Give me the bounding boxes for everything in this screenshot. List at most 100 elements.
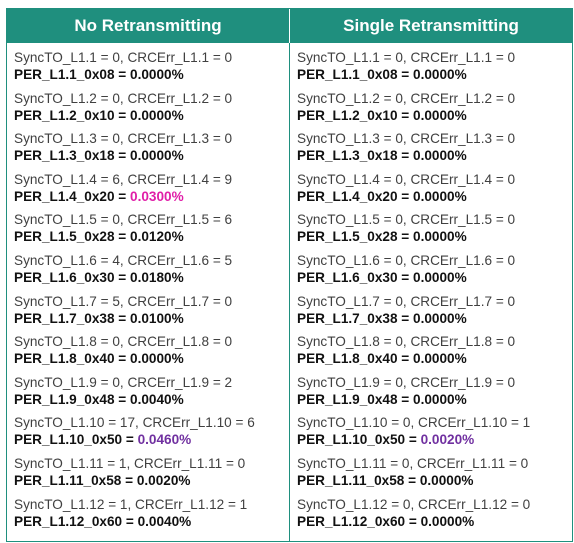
per-value: 0.0000% bbox=[413, 391, 467, 407]
per-line: PER_L1.2_0x10 = 0.0000% bbox=[14, 107, 289, 124]
list-item: SyncTO_L1.2 = 0, CRCErr_L1.2 = 0 PER_L1.2… bbox=[290, 90, 572, 131]
per-line: PER_L1.7_0x38 = 0.0100% bbox=[14, 310, 289, 327]
per-value: 0.0000% bbox=[413, 351, 467, 367]
header-no-retransmitting: No Retransmitting bbox=[7, 9, 290, 43]
list-item: SyncTO_L1.1 = 0, CRCErr_L1.1 = 0 PER_L1.1… bbox=[290, 49, 572, 90]
per-line: PER_L1.12_0x60 = 0.0000% bbox=[297, 513, 572, 530]
sync-crc-text: SyncTO_L1.1 = 0, CRCErr_L1.1 = 0 bbox=[14, 50, 233, 65]
per-line: PER_L1.3_0x18 = 0.0000% bbox=[14, 147, 289, 164]
sync-crc-text: SyncTO_L1.10 = 17, CRCErr_L1.10 = 6 bbox=[14, 415, 255, 431]
list-item: SyncTO_L1.4 = 0, CRCErr_L1.4 = 0 PER_L1.4… bbox=[290, 171, 572, 212]
per-line: PER_L1.8_0x40 = 0.0000% bbox=[297, 350, 572, 367]
list-item: SyncTO_L1.7 = 0, CRCErr_L1.7 = 0 PER_L1.7… bbox=[290, 293, 572, 334]
per-value: 0.0040% bbox=[137, 513, 192, 529]
per-value: 0.0000% bbox=[130, 107, 184, 123]
list-item: SyncTO_L1.6 = 0, CRCErr_L1.6 = 0 PER_L1.6… bbox=[290, 252, 572, 293]
list-item: SyncTO_L1.6 = 4, CRCErr_L1.6 = 5 PER_L1.6… bbox=[7, 252, 289, 293]
per-value: 0.0180% bbox=[130, 269, 184, 285]
list-item: SyncTO_L1.10 = 17, CRCErr_L1.10 = 6 PER_L… bbox=[7, 414, 289, 455]
per-line: PER_L1.4_0x20 = 0.0000% bbox=[297, 188, 572, 205]
per-label: PER_L1.1_0x08 = bbox=[14, 67, 131, 82]
per-value: 0.0000% bbox=[413, 269, 467, 285]
list-item: SyncTO_L1.8 = 0, CRCErr_L1.8 = 0 PER_L1.8… bbox=[290, 333, 572, 374]
per-label: PER_L1.2_0x10 = bbox=[297, 107, 414, 123]
sync-crc-text: SyncTO_L1.5 = 0, CRCErr_L1.5 = 6 bbox=[14, 212, 233, 228]
per-value: 0.0000% bbox=[413, 229, 467, 245]
per-line: PER_L1.6_0x30 = 0.0000% bbox=[297, 269, 572, 286]
per-value: 0.0100% bbox=[130, 310, 184, 326]
sync-crc-text: SyncTO_L1.1 = 0, CRCErr_L1.1 = 0 bbox=[297, 50, 516, 65]
per-line: PER_L1.12_0x60 = 0.0040% bbox=[14, 513, 289, 530]
per-line: PER_L1.4_0x20 = 0.0300% bbox=[14, 188, 289, 205]
per-line: PER_L1.10_0x50 = 0.0460% bbox=[14, 431, 289, 448]
per-label: PER_L1.9_0x48 = bbox=[297, 391, 414, 407]
sync-crc-text: SyncTO_L1.4 = 0, CRCErr_L1.4 = 0 bbox=[297, 171, 516, 187]
sync-crc-text: SyncTO_L1.6 = 4, CRCErr_L1.6 = 5 bbox=[14, 252, 233, 268]
list-item: SyncTO_L1.7 = 5, CRCErr_L1.7 = 0 PER_L1.7… bbox=[7, 293, 289, 334]
per-label: PER_L1.8_0x40 = bbox=[297, 351, 414, 367]
per-label: PER_L1.1_0x08 = bbox=[297, 67, 414, 82]
sync-crc-text: SyncTO_L1.6 = 0, CRCErr_L1.6 = 0 bbox=[297, 252, 516, 268]
per-value: 0.0120% bbox=[130, 229, 184, 245]
per-label: PER_L1.4_0x20 = bbox=[14, 188, 131, 204]
per-value: 0.0020% bbox=[420, 432, 475, 448]
per-value: 0.0000% bbox=[130, 351, 184, 367]
header-single-retransmitting: Single Retransmitting bbox=[343, 16, 519, 35]
list-item: SyncTO_L1.3 = 0, CRCErr_L1.3 = 0 PER_L1.3… bbox=[290, 130, 572, 171]
sync-crc-text: SyncTO_L1.4 = 6, CRCErr_L1.4 = 9 bbox=[14, 171, 233, 187]
per-value: 0.0000% bbox=[413, 67, 467, 82]
per-line: PER_L1.9_0x48 = 0.0040% bbox=[14, 391, 289, 408]
per-label: PER_L1.7_0x38 = bbox=[297, 310, 414, 326]
per-value: 0.0000% bbox=[419, 472, 474, 488]
sync-crc-text: SyncTO_L1.8 = 0, CRCErr_L1.8 = 0 bbox=[14, 334, 233, 350]
list-item: SyncTO_L1.10 = 0, CRCErr_L1.10 = 1 PER_L1… bbox=[290, 414, 572, 455]
per-label: PER_L1.12_0x60 = bbox=[14, 513, 138, 529]
list-item: SyncTO_L1.9 = 0, CRCErr_L1.9 = 2 PER_L1.9… bbox=[7, 374, 289, 415]
column-single-retransmitting: SyncTO_L1.1 = 0, CRCErr_L1.1 = 0 PER_L1.1… bbox=[290, 43, 572, 541]
sync-crc-text: SyncTO_L1.3 = 0, CRCErr_L1.3 = 0 bbox=[297, 131, 516, 147]
per-label: PER_L1.7_0x38 = bbox=[14, 310, 131, 326]
list-item: SyncTO_L1.11 = 1, CRCErr_L1.11 = 0 PER_L1… bbox=[7, 455, 289, 496]
sync-crc-text: SyncTO_L1.9 = 0, CRCErr_L1.9 = 0 bbox=[297, 374, 516, 390]
table-header: No Retransmitting Single Retransmitting bbox=[7, 9, 572, 43]
per-label: PER_L1.10_0x50 = bbox=[297, 432, 421, 448]
per-value: 0.0300% bbox=[130, 188, 184, 204]
per-line: PER_L1.9_0x48 = 0.0000% bbox=[297, 391, 572, 408]
per-line: PER_L1.6_0x30 = 0.0180% bbox=[14, 269, 289, 286]
list-item: SyncTO_L1.5 = 0, CRCErr_L1.5 = 6 PER_L1.5… bbox=[7, 211, 289, 252]
list-item: SyncTO_L1.2 = 0, CRCErr_L1.2 = 0 PER_L1.2… bbox=[7, 90, 289, 131]
sync-crc-text: SyncTO_L1.10 = 0, CRCErr_L1.10 = 1 bbox=[297, 415, 531, 431]
per-value: 0.0460% bbox=[137, 432, 192, 448]
sync-crc-text: SyncTO_L1.2 = 0, CRCErr_L1.2 = 0 bbox=[14, 90, 233, 106]
per-label: PER_L1.11_0x58 = bbox=[14, 472, 137, 488]
per-label: PER_L1.6_0x30 = bbox=[297, 269, 414, 285]
per-line: PER_L1.11_0x58 = 0.0020% bbox=[14, 472, 289, 489]
list-item: SyncTO_L1.1 = 0, CRCErr_L1.1 = 0 PER_L1.1… bbox=[7, 49, 289, 90]
per-value: 0.0000% bbox=[130, 148, 184, 164]
list-item: SyncTO_L1.9 = 0, CRCErr_L1.9 = 0 PER_L1.9… bbox=[290, 374, 572, 415]
list-item: SyncTO_L1.12 = 0, CRCErr_L1.12 = 0 PER_L1… bbox=[290, 496, 572, 537]
column-no-retransmitting: SyncTO_L1.1 = 0, CRCErr_L1.1 = 0 PER_L1.1… bbox=[7, 43, 290, 541]
per-label: PER_L1.6_0x30 = bbox=[14, 269, 131, 285]
per-value: 0.0000% bbox=[413, 188, 467, 204]
per-label: PER_L1.3_0x18 = bbox=[297, 148, 414, 164]
per-label: PER_L1.4_0x20 = bbox=[297, 188, 414, 204]
sync-crc-text: SyncTO_L1.5 = 0, CRCErr_L1.5 = 0 bbox=[297, 212, 516, 228]
comparison-table: No Retransmitting Single Retransmitting … bbox=[6, 8, 573, 542]
sync-crc-text: SyncTO_L1.8 = 0, CRCErr_L1.8 = 0 bbox=[297, 334, 516, 350]
per-line: PER_L1.7_0x38 = 0.0000% bbox=[297, 310, 572, 327]
per-line: PER_L1.3_0x18 = 0.0000% bbox=[297, 147, 572, 164]
per-line: PER_L1.2_0x10 = 0.0000% bbox=[297, 107, 572, 124]
table-body: SyncTO_L1.1 = 0, CRCErr_L1.1 = 0 PER_L1.1… bbox=[7, 43, 572, 541]
per-value: 0.0000% bbox=[130, 67, 184, 82]
per-label: PER_L1.9_0x48 = bbox=[14, 391, 131, 407]
per-label: PER_L1.11_0x58 = bbox=[297, 472, 420, 488]
sync-crc-text: SyncTO_L1.2 = 0, CRCErr_L1.2 = 0 bbox=[297, 90, 516, 106]
per-value: 0.0000% bbox=[413, 148, 467, 164]
sync-crc-text: SyncTO_L1.12 = 1, CRCErr_L1.12 = 1 bbox=[14, 496, 248, 512]
list-item: SyncTO_L1.8 = 0, CRCErr_L1.8 = 0 PER_L1.8… bbox=[7, 333, 289, 374]
per-line: PER_L1.11_0x58 = 0.0000% bbox=[297, 472, 572, 489]
per-line: PER_L1.5_0x28 = 0.0000% bbox=[297, 228, 572, 245]
sync-crc-text: SyncTO_L1.3 = 0, CRCErr_L1.3 = 0 bbox=[14, 131, 233, 147]
per-label: PER_L1.8_0x40 = bbox=[14, 351, 131, 367]
